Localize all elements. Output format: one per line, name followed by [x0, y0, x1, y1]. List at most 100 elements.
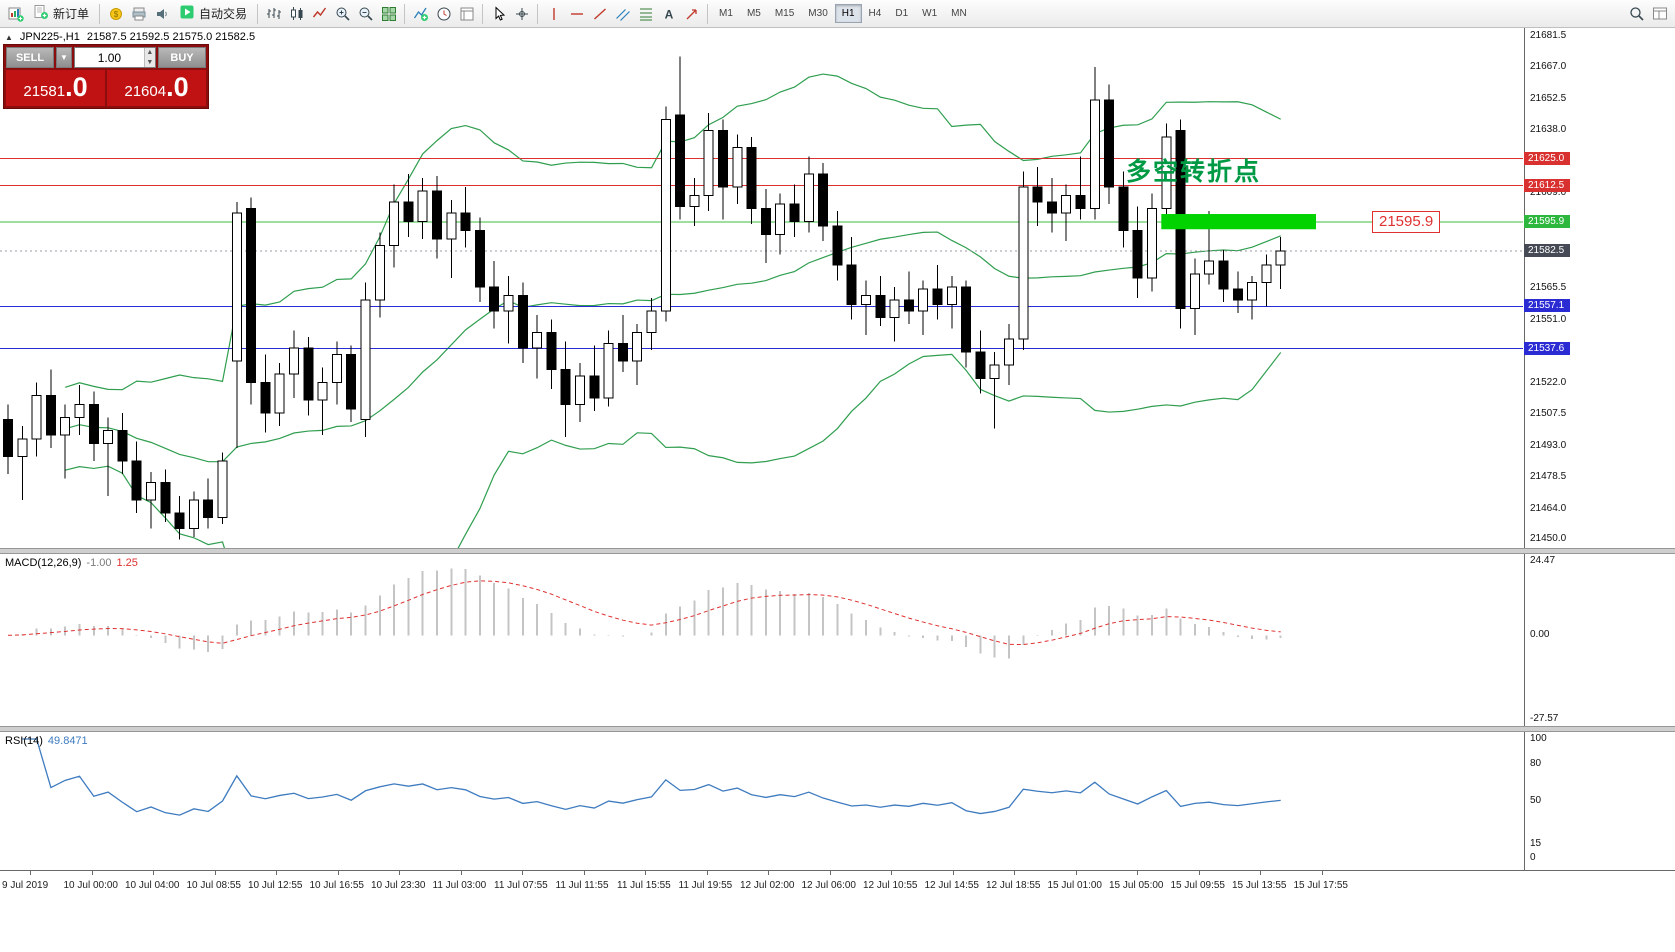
layout-icon[interactable]: [1648, 3, 1671, 25]
macd-label: MACD(12,26,9) -1.00 1.25: [5, 557, 138, 569]
price-callout-label[interactable]: 21595.9: [1372, 210, 1441, 233]
pane-splitter[interactable]: [0, 548, 1675, 554]
price-axis-tag: 21557.1: [1524, 299, 1570, 313]
macd-name: MACD(12,26,9): [5, 557, 82, 569]
sell-price-pips: .0: [65, 72, 88, 102]
price-axis-label: 21507.5: [1530, 408, 1567, 420]
svg-text:$: $: [113, 10, 118, 19]
price-axis-tag: 21625.0: [1524, 151, 1570, 165]
time-axis-label: 10 Jul 08:55: [186, 880, 242, 891]
time-axis-tick: [706, 871, 708, 875]
chart-annotation-text[interactable]: 多空转折点: [1126, 157, 1261, 186]
time-axis-label: 12 Jul 10:55: [863, 880, 918, 891]
buy-price-pips: .0: [166, 72, 189, 102]
price-axis-label: 21478.5: [1530, 471, 1567, 483]
indicators-icon[interactable]: [409, 3, 432, 25]
time-axis-label: 11 Jul 15:55: [617, 880, 671, 891]
search-icon[interactable]: [1625, 3, 1648, 25]
periods-icon[interactable]: [432, 3, 455, 25]
rsi-indicator[interactable]: [0, 732, 1523, 870]
time-axis-tick: [30, 871, 31, 875]
templates-icon[interactable]: [455, 3, 478, 25]
price-axis-label: 21609.0: [1530, 187, 1567, 199]
arrows-icon[interactable]: [680, 3, 703, 25]
highlight-rectangle[interactable]: [1161, 214, 1316, 230]
volume-input[interactable]: [75, 48, 144, 67]
volume-down-icon[interactable]: ▼: [144, 57, 155, 67]
print-icon[interactable]: [127, 3, 150, 25]
zoom-out-icon[interactable]: [354, 3, 377, 25]
vertical-line-icon[interactable]: [542, 3, 565, 25]
timeframe-m5[interactable]: M5: [746, 8, 761, 19]
new-chart-icon[interactable]: [4, 3, 27, 25]
macd-indicator[interactable]: [0, 554, 1523, 726]
candlestick-chart[interactable]: 多空转折点: [0, 28, 1523, 548]
timeframe-m15[interactable]: M15: [774, 8, 795, 19]
volume-field: ▲ ▼: [74, 47, 156, 68]
channel-icon[interactable]: [611, 3, 634, 25]
order-type-dropdown[interactable]: ▼: [56, 47, 72, 68]
toolbar: 新订单 $ 自动交易 A M1 M5 M15 M30 H1 H4 D1 W1 MN: [0, 0, 1675, 28]
timeframe-d1[interactable]: D1: [895, 8, 909, 19]
time-axis-tick: [1198, 871, 1200, 875]
price-axis[interactable]: 21681.5 21667.0 21652.5 21638.0 21609.0 21565…: [1524, 28, 1675, 548]
time-axis-tick: [276, 871, 277, 875]
timeframe-h1[interactable]: H1: [834, 4, 862, 23]
time-axis[interactable]: 9 Jul 2019 10 Jul 00:00 10 Jul 04:00 10 Jul…: [0, 870, 1675, 896]
cursor-icon[interactable]: [487, 3, 510, 25]
toolbar-separator: [404, 3, 406, 24]
time-axis-tick: [337, 871, 339, 875]
favorites-icon[interactable]: $: [104, 3, 127, 25]
timeframe-m30[interactable]: M30: [808, 8, 828, 19]
price-axis-label: 21565.5: [1530, 282, 1567, 293]
toolbar-separator: [482, 3, 484, 24]
macd-axis-label: -27.57: [1530, 713, 1559, 724]
sell-price[interactable]: 21581.0: [6, 70, 105, 106]
symbol-period-label: JPN225-,H1: [19, 31, 80, 43]
buy-button[interactable]: BUY: [158, 47, 206, 68]
toolbar-separator: [99, 3, 101, 24]
rsi-axis-label: 0: [1530, 852, 1536, 863]
timeframe-w1[interactable]: W1: [922, 8, 938, 19]
text-icon[interactable]: A: [657, 3, 680, 25]
chevron-down-icon: ▼: [60, 53, 68, 62]
tile-windows-icon[interactable]: [377, 3, 400, 25]
time-axis-tick: [153, 871, 154, 875]
time-axis-label: 15 Jul 01:00: [1047, 880, 1103, 891]
zoom-in-icon[interactable]: [331, 3, 354, 25]
price-axis-label: 21551.0: [1530, 313, 1567, 325]
horizontal-line-icon[interactable]: [565, 3, 588, 25]
pane-splitter[interactable]: [0, 726, 1675, 732]
new-order-button[interactable]: 新订单: [27, 2, 95, 25]
volume-up-icon[interactable]: ▲: [144, 48, 155, 58]
fibonacci-icon[interactable]: [634, 3, 657, 25]
price-axis-label: 21638.0: [1530, 124, 1567, 136]
collapse-panel-icon[interactable]: ▲: [5, 32, 13, 42]
price-axis-tag: 21537.6: [1524, 341, 1570, 355]
sound-icon[interactable]: [150, 3, 173, 25]
toolbar-separator: [257, 3, 259, 24]
timeframe-h4[interactable]: H4: [868, 8, 882, 19]
trendline-icon[interactable]: [588, 3, 611, 25]
rsi-axis[interactable]: 100 80 50 15 0: [1524, 732, 1675, 870]
time-axis-tick: [91, 871, 93, 875]
buy-price[interactable]: 21604.0: [107, 70, 206, 106]
autotrading-icon: [179, 4, 195, 23]
macd-axis[interactable]: 24.47 0.00 -27.57: [1524, 554, 1675, 726]
timeframe-mn[interactable]: MN: [951, 8, 967, 19]
buy-price-main: 21604: [124, 83, 167, 100]
time-axis-tick: [1075, 871, 1077, 875]
macd-value: -1.00: [86, 557, 112, 569]
time-axis-label: 10 Jul 12:55: [248, 880, 303, 891]
time-axis-tick: [1321, 871, 1323, 875]
price-axis-label: 21493.0: [1530, 439, 1567, 451]
bar-chart-icon[interactable]: [262, 3, 285, 25]
sell-button[interactable]: SELL: [6, 47, 54, 68]
autotrading-button[interactable]: 自动交易: [173, 2, 253, 25]
line-chart-icon[interactable]: [308, 3, 331, 25]
timeframe-m1[interactable]: M1: [719, 8, 733, 19]
price-axis-label: 21464.0: [1530, 502, 1567, 514]
chart-title: ▲ JPN225-,H1 21587.5 21592.5 21575.0 215…: [5, 31, 255, 43]
candlestick-icon[interactable]: [285, 3, 308, 25]
crosshair-icon[interactable]: [510, 3, 533, 25]
